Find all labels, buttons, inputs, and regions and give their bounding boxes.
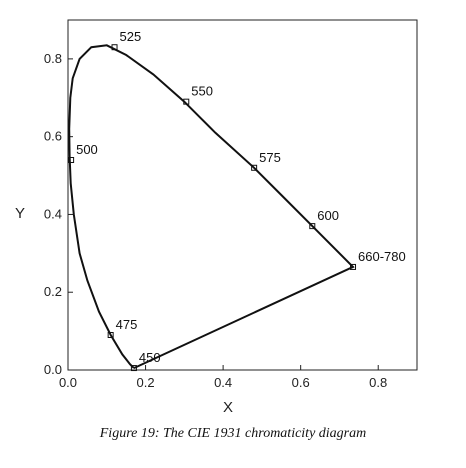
x-axis-label: X (223, 399, 233, 416)
chromaticity-chart: 0.0 0.2 0.4 0.6 0.8 0.0 0.2 0.4 0.6 0.8 525 550 500… (15, 19, 418, 416)
wavelength-marker (130, 365, 137, 372)
wavelength-label: 550 (191, 84, 213, 99)
wavelength-label: 450 (139, 350, 161, 365)
spectral-locus-line (68, 44, 355, 370)
wavelength-marker (111, 44, 118, 51)
wavelength-marker (183, 98, 190, 105)
y-tick-label: 0.8 (44, 51, 62, 66)
x-tick-label: 0.2 (137, 375, 155, 390)
y-tick-label: 0.0 (44, 362, 62, 377)
wavelength-label: 500 (76, 142, 98, 157)
x-tick-label: 0.6 (292, 375, 310, 390)
y-axis-label: Y (15, 205, 25, 222)
wavelength-marker (309, 223, 316, 230)
wavelength-label: 575 (259, 150, 281, 165)
wavelength-label: 475 (116, 317, 138, 332)
x-tick-label: 0.0 (59, 375, 77, 390)
figure-caption: Figure 19: The CIE 1931 chromaticity dia… (99, 426, 367, 441)
wavelength-marker (68, 157, 75, 163)
plot-frame (67, 19, 418, 371)
x-tick-label: 0.8 (369, 375, 387, 390)
wavelength-label: 600 (317, 208, 339, 223)
wavelength-label: 525 (120, 29, 142, 44)
y-tick-label: 0.6 (44, 129, 62, 144)
wavelength-labels: 525 550 500 575 600 660-780 475 450 (76, 29, 406, 365)
wavelength-marker (350, 263, 357, 270)
wavelength-markers (68, 44, 357, 372)
y-tick-label: 0.2 (44, 284, 62, 299)
y-tick-label: 0.4 (44, 206, 62, 221)
wavelength-marker (251, 164, 258, 171)
wavelength-label: 660-780 (358, 249, 406, 264)
wavelength-marker (107, 332, 114, 338)
x-tick-label: 0.4 (214, 375, 232, 390)
